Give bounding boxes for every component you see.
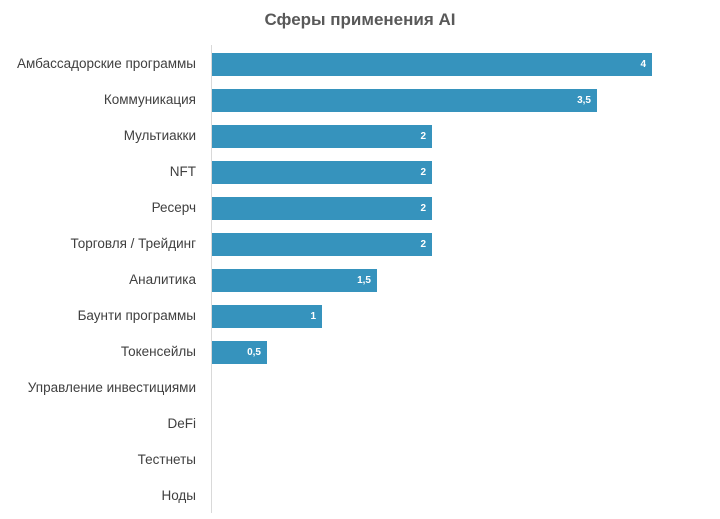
category-label: Токенсейлы [120, 344, 196, 359]
bar-row: Управление инвестициями [0, 370, 720, 406]
bar-row: Ресерч 2 [0, 190, 720, 226]
bar-row: Мультиакки 2 [0, 118, 720, 154]
category-label: Амбассадорские программы [17, 56, 196, 71]
bar-row: Амбассадорские программы 4 [0, 46, 720, 82]
data-label: 0,5 [247, 347, 261, 358]
category-label: Мультиакки [123, 128, 196, 143]
bar: 2 [212, 197, 432, 220]
data-label: 2 [420, 131, 426, 142]
category-label: Коммуникация [103, 92, 196, 107]
data-label: 4 [640, 59, 646, 70]
chart-title: Сферы применения AI [264, 10, 456, 29]
bar-row: DeFi [0, 406, 720, 442]
data-label: 2 [420, 203, 426, 214]
data-label: 3,5 [577, 95, 591, 106]
bar-row: Коммуникация 3,5 [0, 82, 720, 118]
bar-row: Баунти программы 1 [0, 298, 720, 334]
data-label: 2 [420, 239, 426, 250]
bar: 1,5 [212, 269, 377, 292]
bar: 0,5 [212, 341, 267, 364]
category-label: Ресерч [151, 200, 196, 215]
category-label: DeFi [167, 416, 196, 431]
category-label: Тестнеты [137, 452, 196, 467]
bar-row: Ноды [0, 478, 720, 514]
bar: 2 [212, 233, 432, 256]
bar: 1 [212, 305, 322, 328]
category-label: Баунти программы [77, 308, 196, 323]
bar: 2 [212, 125, 432, 148]
bar-row: Тестнеты [0, 442, 720, 478]
bar: 2 [212, 161, 432, 184]
category-label: Ноды [161, 488, 196, 503]
category-label: Аналитика [129, 272, 196, 287]
category-label: NFT [169, 164, 196, 179]
bar: 3,5 [212, 89, 597, 112]
category-label: Торговля / Трейдинг [70, 236, 197, 251]
category-label: Управление инвестициями [27, 380, 196, 395]
bar-row: Токенсейлы 0,5 [0, 334, 720, 370]
data-label: 2 [420, 167, 426, 178]
category-axis-line [211, 45, 212, 513]
data-label: 1 [310, 311, 316, 322]
bar: 4 [212, 53, 652, 76]
bar-row: NFT 2 [0, 154, 720, 190]
data-label: 1,5 [357, 275, 371, 286]
bar-row: Торговля / Трейдинг 2 [0, 226, 720, 262]
bar-row: Аналитика 1,5 [0, 262, 720, 298]
